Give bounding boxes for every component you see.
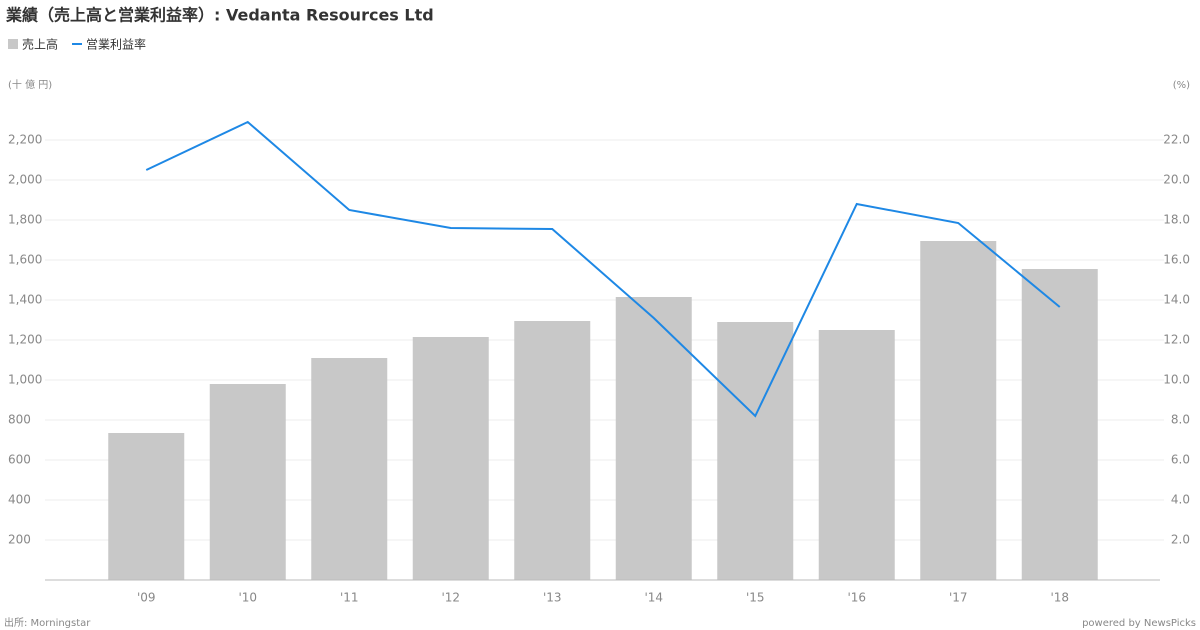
bar bbox=[615, 297, 692, 580]
bar bbox=[514, 321, 591, 580]
x-tick-label: '09 bbox=[137, 591, 156, 605]
bar bbox=[920, 241, 997, 580]
source: 出所: Morningstar bbox=[4, 616, 91, 629]
x-tick-label: '12 bbox=[441, 591, 460, 605]
legend-label: 営業利益率 bbox=[86, 37, 146, 52]
y2-tick-label: 6.0 bbox=[1171, 453, 1190, 467]
y2-tick-label: 20.0 bbox=[1163, 173, 1190, 187]
bar bbox=[412, 337, 489, 580]
x-tick-label: '13 bbox=[543, 591, 562, 605]
x-tick-label: '16 bbox=[847, 591, 866, 605]
y2-tick-label: 22.0 bbox=[1163, 133, 1190, 147]
y-tick-label: 600 bbox=[8, 453, 31, 467]
x-tick-label: '14 bbox=[644, 591, 663, 605]
y-tick-label: 1,400 bbox=[8, 293, 42, 307]
legend-swatch bbox=[8, 39, 18, 49]
line bbox=[145, 120, 1061, 418]
y2-tick-label: 12.0 bbox=[1163, 333, 1190, 347]
bar bbox=[209, 384, 286, 580]
y-tick-label: 1,200 bbox=[8, 333, 42, 347]
y2-tick-label: 14.0 bbox=[1163, 293, 1190, 307]
y-tick-label: 800 bbox=[8, 413, 31, 427]
y-tick-label: 1,600 bbox=[8, 253, 42, 267]
y2-tick-label: 8.0 bbox=[1171, 413, 1190, 427]
y2-unit: (%) bbox=[1173, 80, 1190, 91]
y-tick-label: 200 bbox=[8, 533, 31, 547]
y2-tick-label: 2.0 bbox=[1171, 533, 1190, 547]
y-unit: (十 億 円) bbox=[8, 78, 52, 91]
x-tick-label: '15 bbox=[746, 591, 765, 605]
x-tick-label: '10 bbox=[238, 591, 257, 605]
bar bbox=[108, 433, 185, 580]
bar bbox=[311, 358, 388, 580]
x-tick-label: '17 bbox=[949, 591, 968, 605]
y-tick-label: 2,200 bbox=[8, 133, 42, 147]
y-tick-label: 1,800 bbox=[8, 213, 42, 227]
y-tick-label: 2,000 bbox=[8, 173, 42, 187]
chart-title: 業績（売上高と営業利益率）: Vedanta Resources Ltd bbox=[5, 6, 434, 25]
x-tick-label: '18 bbox=[1050, 591, 1069, 605]
y2-tick-label: 18.0 bbox=[1163, 213, 1190, 227]
x-tick-label: '11 bbox=[340, 591, 359, 605]
y2-tick-label: 4.0 bbox=[1171, 493, 1190, 507]
bar bbox=[818, 330, 895, 580]
legend-label: 売上高 bbox=[22, 37, 58, 52]
y2-tick-label: 16.0 bbox=[1163, 253, 1190, 267]
y-tick-label: 1,000 bbox=[8, 373, 42, 387]
y2-tick-label: 10.0 bbox=[1163, 373, 1190, 387]
credit: powered by NewsPicks bbox=[1082, 618, 1196, 629]
bar bbox=[1021, 269, 1098, 580]
y-tick-label: 400 bbox=[8, 493, 31, 507]
